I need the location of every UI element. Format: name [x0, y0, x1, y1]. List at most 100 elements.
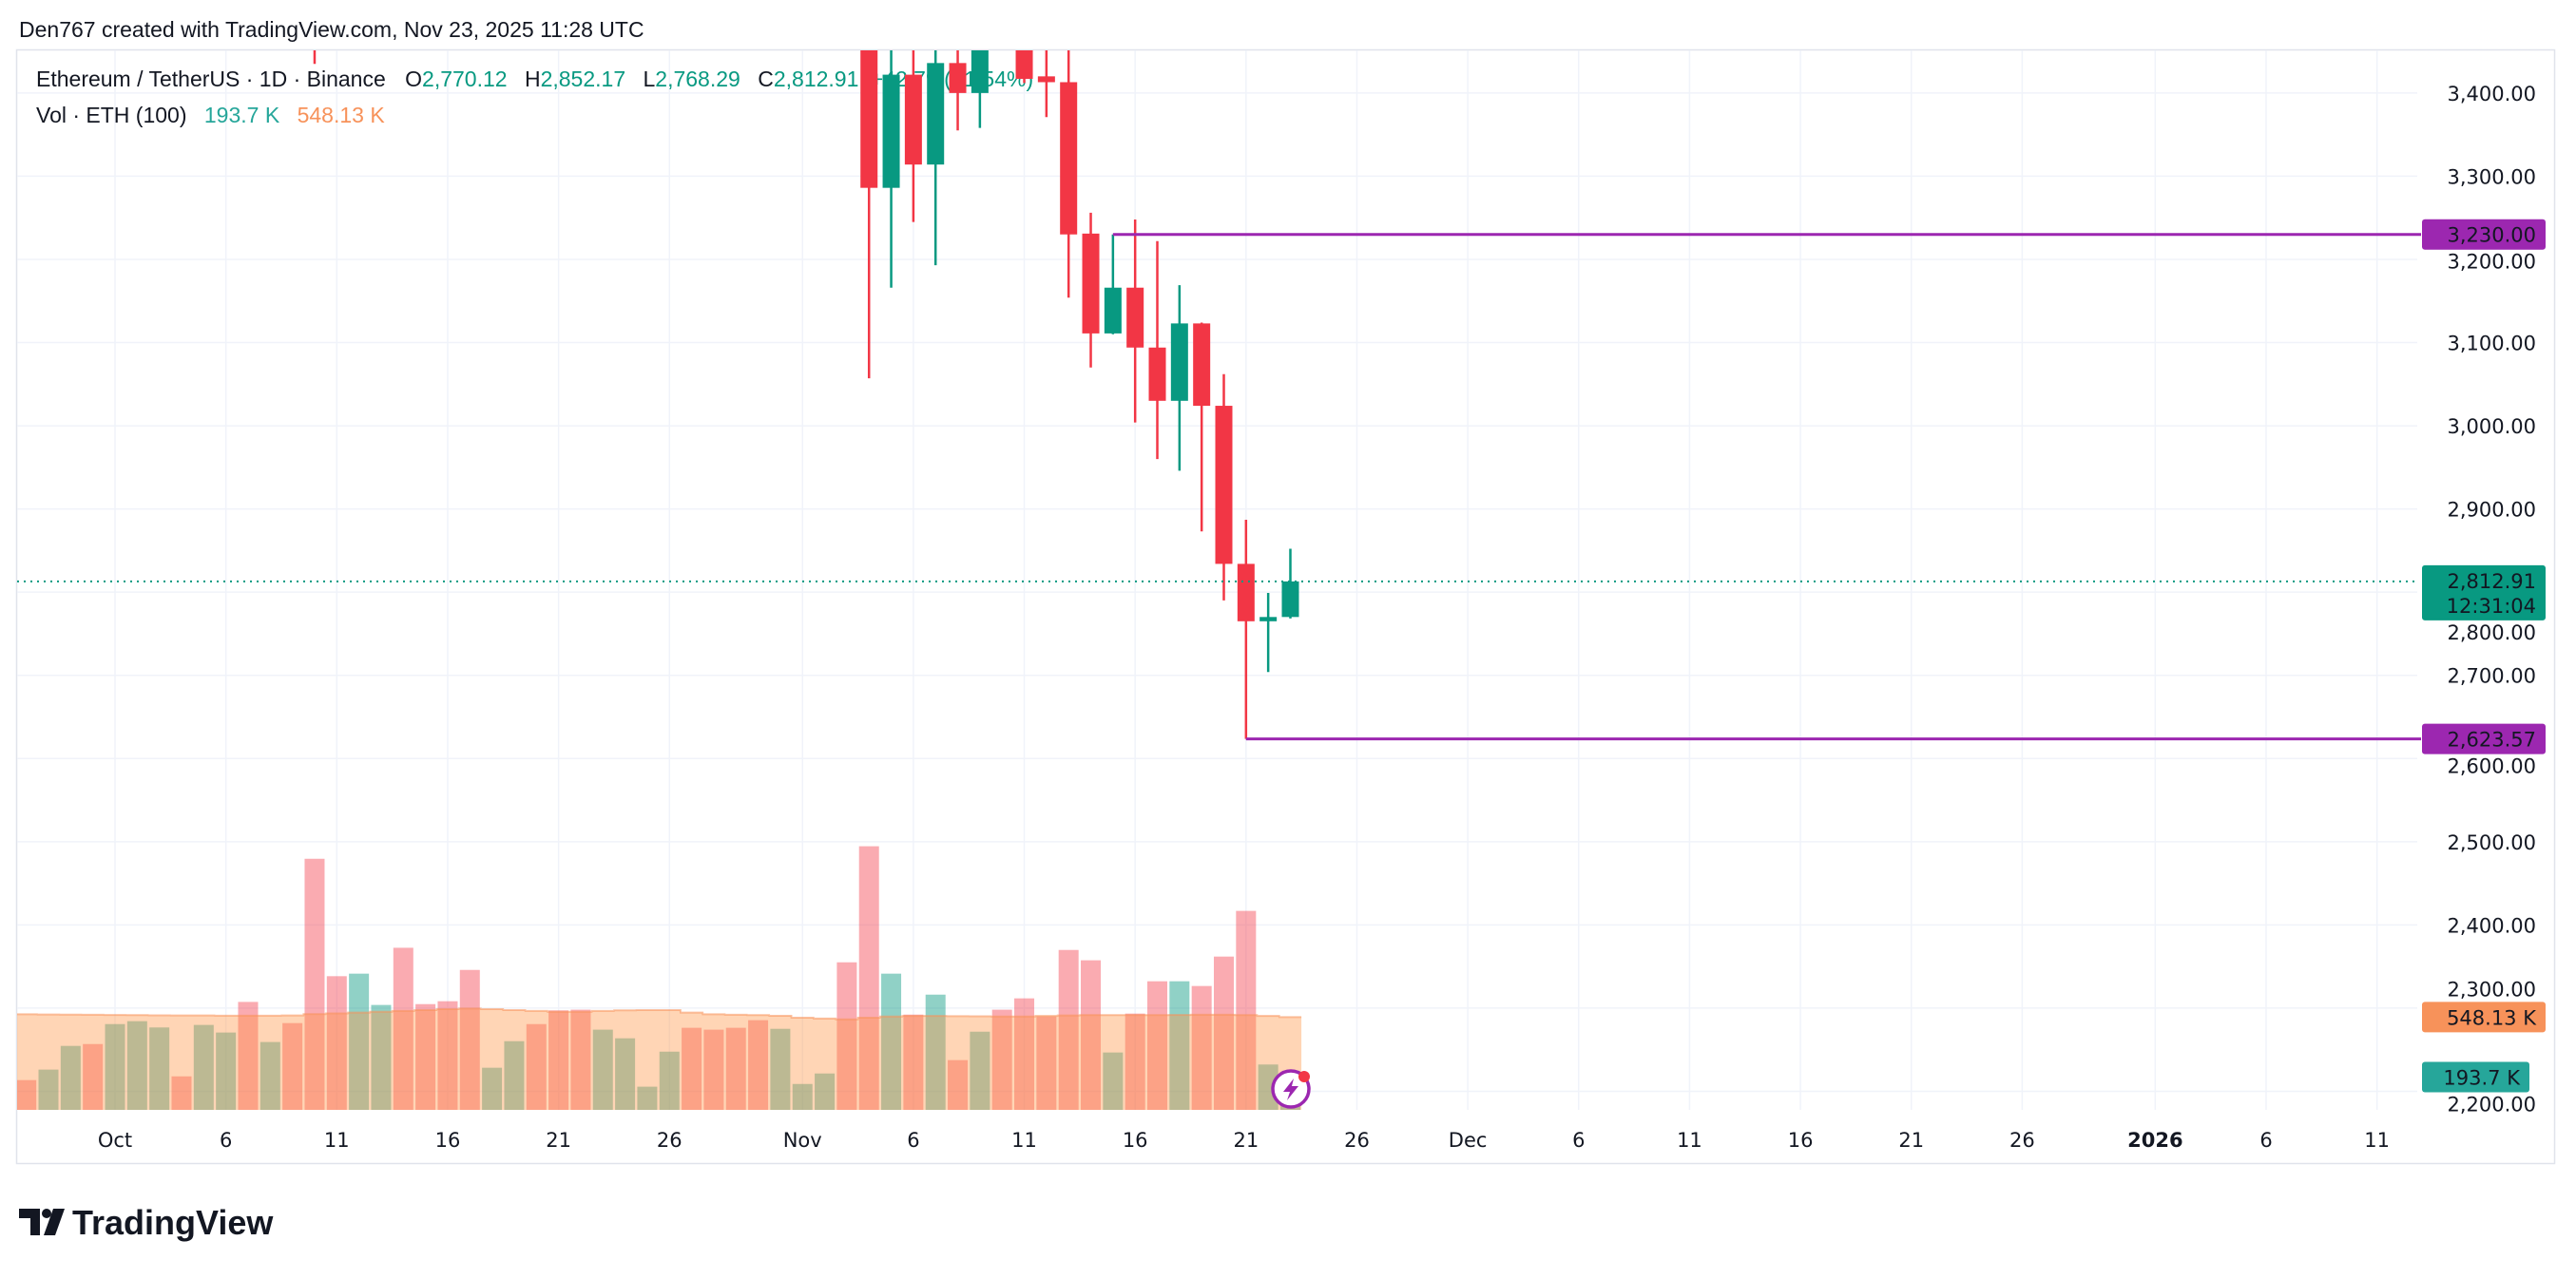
candle-down: [1082, 233, 1100, 334]
volume-bar: [1258, 1064, 1278, 1110]
candle-up: [1104, 287, 1122, 334]
snapshot-icon[interactable]: [1271, 1069, 1311, 1109]
legend: Ethereum / TetherUS · 1D · Binance O2,77…: [36, 67, 1033, 127]
volume-bar: [304, 858, 325, 1110]
volume-bar: [1214, 956, 1234, 1110]
time-axis-label: 21: [1233, 1129, 1259, 1152]
volume-bar: [216, 1032, 237, 1110]
level-tag-text: 3,230.00: [2447, 224, 2536, 247]
price-axis-label: 2,500.00: [2447, 831, 2536, 854]
time-axis-label: 21: [1898, 1129, 1924, 1152]
volume-bar: [970, 1031, 990, 1110]
time-axis-label: 11: [2364, 1129, 2390, 1152]
svg-text:Ethereum / TetherUS · 1D · Bin: Ethereum / TetherUS · 1D · Binance O2,77…: [36, 67, 1033, 91]
volume-bar: [149, 1027, 170, 1110]
legend-open-value: 2,770.12: [422, 67, 508, 91]
volume-bar: [459, 969, 480, 1110]
volume-bar: [105, 1023, 125, 1110]
last-price-tag-background: [2422, 564, 2546, 620]
volume-bar: [1103, 1052, 1124, 1110]
volume-bar: [482, 1067, 503, 1110]
time-axis-label: 16: [435, 1129, 461, 1152]
volume-bar: [193, 1024, 214, 1110]
volume-bar: [171, 1076, 192, 1110]
volume-bar: [1014, 998, 1035, 1110]
volume-bar: [83, 1043, 104, 1110]
volume-bar: [637, 1086, 658, 1110]
price-axis-label: 2,700.00: [2447, 665, 2536, 688]
legend-high-value: 2,852.17: [541, 67, 626, 91]
level-tag-background: [2422, 219, 2546, 250]
time-axis[interactable]: Oct 6 11 16 21 26 Nov 6 11 16 21 26 Dec 6 11 16 21 26 2026…: [98, 1129, 2390, 1152]
volume-bar: [1236, 910, 1257, 1110]
volume-bar: [349, 973, 370, 1110]
volume-tag-background: [2422, 1061, 2529, 1093]
time-axis-label: 6: [2259, 1129, 2272, 1152]
volume-bar: [17, 1079, 37, 1110]
volume-bar: [725, 1027, 746, 1110]
candle-down: [1015, 50, 1033, 79]
candle-down: [1037, 76, 1055, 83]
candle-up: [1259, 617, 1278, 621]
volume-bar: [238, 1002, 259, 1110]
time-axis-label: 2026: [2127, 1129, 2182, 1152]
volume-bar: [371, 1004, 392, 1110]
time-axis-label: 6: [1572, 1129, 1585, 1152]
candle-down: [860, 50, 878, 188]
time-axis-label: 11: [1677, 1129, 1702, 1152]
volume-bar: [126, 1021, 147, 1110]
time-axis-label: 11: [324, 1129, 350, 1152]
price-axis[interactable]: 3,400.00 3,300.00 3,200.00 3,100.00 3,000.00…: [2447, 83, 2536, 1117]
volume-ma-line: [17, 1007, 1302, 1021]
tradingview-logo-text: TradingView: [72, 1203, 274, 1242]
volume-bar: [570, 1009, 591, 1110]
volume-bar: [326, 976, 347, 1110]
volume-ma-tag-text: 548.13 K: [2447, 1006, 2537, 1029]
time-axis-label: Dec: [1449, 1129, 1488, 1152]
volume-pane: [17, 846, 1302, 1110]
legend-symbol[interactable]: Ethereum / TetherUS · 1D · Binance: [36, 67, 386, 91]
price-axis-label: 3,400.00: [2447, 83, 2536, 105]
volume-bar: [282, 1022, 303, 1110]
volume-bar: [858, 846, 879, 1110]
time-axis-label: 26: [2009, 1129, 2035, 1152]
time-axis-label: 6: [907, 1129, 919, 1152]
legend-volume-label[interactable]: Vol · ETH (100): [36, 103, 187, 127]
time-axis-label: Nov: [783, 1129, 822, 1152]
candle-up: [1170, 323, 1188, 401]
grid-lines: [17, 50, 2417, 1110]
price-axis-label: 3,200.00: [2447, 251, 2536, 274]
volume-bar: [1191, 985, 1212, 1110]
legend-volume-ma-value: 548.13 K: [298, 103, 386, 127]
candle-down: [1237, 563, 1255, 621]
volume-bar: [60, 1045, 81, 1110]
candle-down: [1060, 82, 1078, 235]
candle-down: [949, 63, 967, 93]
level-tag-background: [2422, 723, 2546, 754]
volume-bar: [991, 1009, 1012, 1110]
volume-bar: [393, 947, 413, 1110]
volume-bar: [1036, 1016, 1057, 1110]
volume-tag-text: 193.7 K: [2443, 1067, 2521, 1090]
price-axis-label: 2,300.00: [2447, 978, 2536, 1001]
candle-up: [927, 63, 945, 165]
volume-bar: [38, 1069, 59, 1110]
legend-open-label: O: [405, 67, 422, 91]
candle-down: [1193, 323, 1211, 407]
time-axis-label: 16: [1123, 1129, 1148, 1152]
volume-bar: [903, 1014, 924, 1110]
attribution-text: Den767 created with TradingView.com, Nov…: [19, 17, 644, 42]
legend-low-label: L: [644, 67, 656, 91]
last-price-tag-text: 2,812.91: [2447, 570, 2536, 593]
tradingview-logo[interactable]: TradingView: [19, 1203, 274, 1242]
price-axis-label: 2,800.00: [2447, 621, 2536, 644]
last-price-tag-text: 12:31:04: [2447, 595, 2536, 618]
volume-bar: [1081, 960, 1102, 1110]
legend-close-value: 2,812.91: [774, 67, 859, 91]
volume-bar: [1125, 1013, 1145, 1110]
volume-bar: [1169, 981, 1190, 1110]
price-axis-label: 3,300.00: [2447, 165, 2536, 188]
candle-down: [1148, 347, 1166, 401]
candle-up: [971, 50, 989, 93]
